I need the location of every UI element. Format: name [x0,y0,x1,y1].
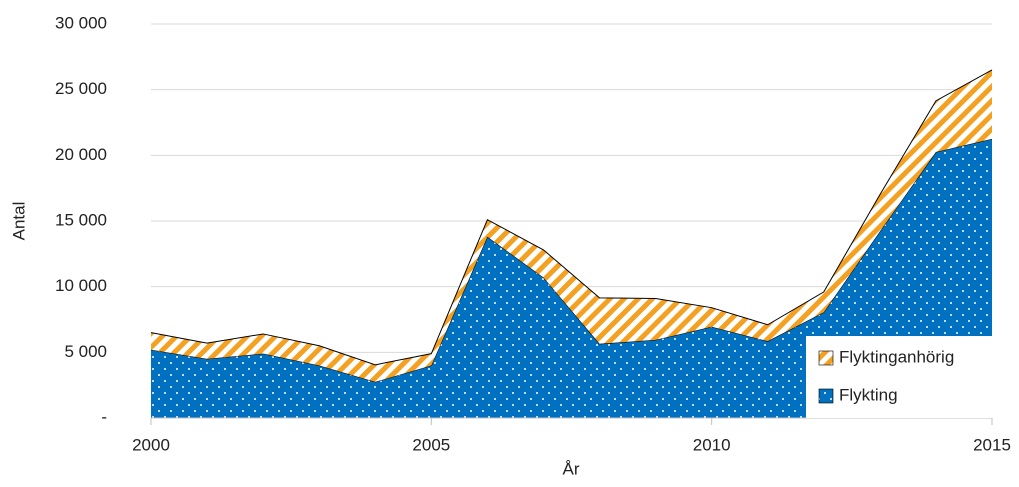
y-axis-label: Antal [9,202,28,241]
area-outline [150,69,993,366]
area-outline [150,138,993,383]
y-tick-label: - [101,407,107,426]
y-tick-label: 20 000 [55,145,107,164]
y-tick-label: 5 000 [64,342,107,361]
legend-swatch [818,350,834,366]
x-tick-label: 2015 [973,435,1011,454]
x-tick-label: 2000 [132,435,170,454]
y-tick-label: 25 000 [55,79,107,98]
area [151,138,992,418]
x-tick-label: 2005 [412,435,450,454]
y-tick-label: 30 000 [55,13,107,32]
legend-box [806,336,996,418]
x-tick-label: 2010 [693,435,731,454]
x-axis-label: År [563,459,580,478]
legend-label: Flyktinganhörig [839,347,954,366]
y-tick-label: 15 000 [55,210,107,229]
legend-swatch [818,388,834,404]
legend-label: Flykting [839,385,898,404]
y-tick-label: 10 000 [55,276,107,295]
area [151,69,992,382]
